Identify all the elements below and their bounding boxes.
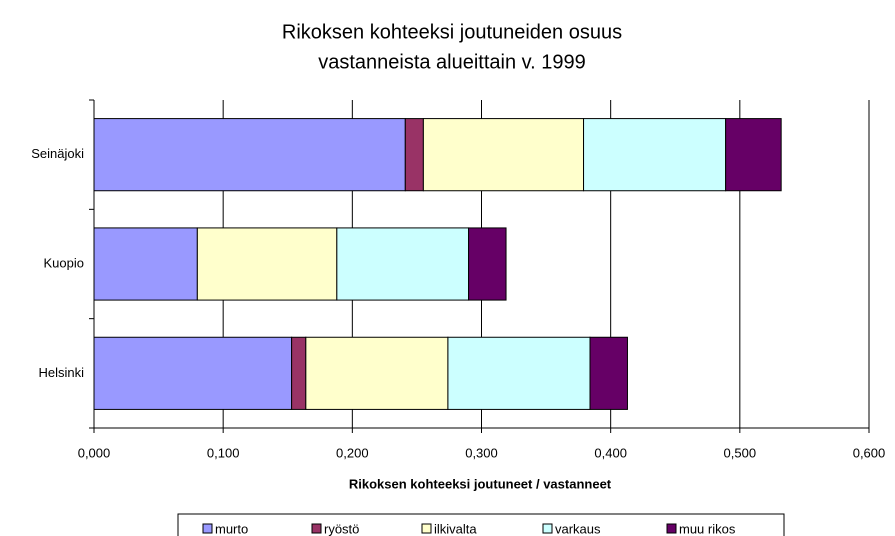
legend-box xyxy=(177,513,785,536)
legend-label: ryöstö xyxy=(324,521,359,536)
bar-segment xyxy=(291,336,307,410)
bar-segment xyxy=(93,118,406,192)
legend-swatch xyxy=(666,523,677,534)
legend-label: murto xyxy=(215,521,248,536)
legend-label: muu rikos xyxy=(679,521,736,536)
bar-segment xyxy=(93,336,293,410)
x-tick-label: 0,400 xyxy=(594,445,627,460)
bar-segment xyxy=(93,227,198,301)
x-tick-label: 0,600 xyxy=(853,445,886,460)
chart-title: vastanneista alueittain v. 1999 xyxy=(318,51,586,73)
x-tick-label: 0,100 xyxy=(207,445,240,460)
bar-segment xyxy=(589,336,628,410)
legend-swatch xyxy=(311,523,322,534)
x-tick-label: 0,300 xyxy=(465,445,498,460)
x-tick-label: 0,200 xyxy=(336,445,369,460)
legend-swatch xyxy=(202,523,213,534)
bar-segment xyxy=(725,118,782,192)
bar-segment xyxy=(305,336,449,410)
legend-swatch xyxy=(421,523,432,534)
bar-segment xyxy=(422,118,585,192)
bar-segment xyxy=(447,336,591,410)
x-tick-label: 0,000 xyxy=(78,445,111,460)
legend-swatch xyxy=(542,523,553,534)
bar-segment xyxy=(404,118,424,192)
legend-label: ilkivalta xyxy=(434,521,477,536)
y-tick-label: Helsinki xyxy=(38,365,84,380)
bar-segment xyxy=(583,118,727,192)
legend-label: varkaus xyxy=(555,521,601,536)
chart-title: Rikoksen kohteeksi joutuneiden osuus xyxy=(282,21,622,43)
bar-segment xyxy=(336,227,470,301)
bar-segment xyxy=(196,227,338,301)
y-tick-label: Seinäjoki xyxy=(31,146,84,161)
x-axis-label: Rikoksen kohteeksi joutuneet / vastannee… xyxy=(349,476,612,491)
x-tick-label: 0,500 xyxy=(724,445,757,460)
bar-segment xyxy=(468,227,507,301)
y-tick-label: Kuopio xyxy=(44,255,84,270)
